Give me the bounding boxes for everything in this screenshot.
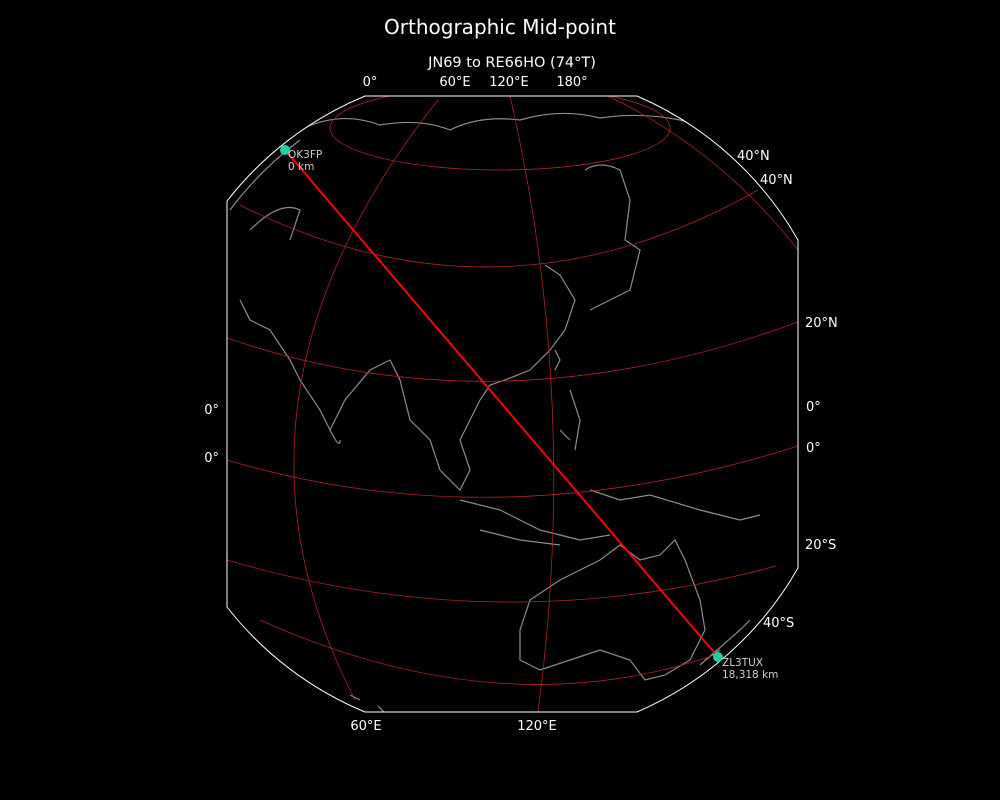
tick-label-right: 20°N bbox=[805, 316, 838, 331]
graticule bbox=[227, 96, 798, 712]
tick-label-left: 0° bbox=[204, 403, 219, 418]
tick-label-right: 40°N bbox=[760, 173, 793, 188]
globe bbox=[227, 96, 798, 712]
map-title: Orthographic Mid-point bbox=[384, 15, 616, 39]
tick-label-top: 60°E bbox=[439, 75, 470, 90]
tick-label-bottom: 120°E bbox=[517, 719, 557, 734]
station-marker[interactable] bbox=[280, 145, 290, 155]
station-distance: 0 km bbox=[288, 161, 314, 173]
great-circle-path bbox=[284, 149, 719, 658]
tick-label-bottom: 60°E bbox=[350, 719, 381, 734]
tick-label-right: 40°N bbox=[737, 149, 770, 164]
station-distance: 18,318 km bbox=[722, 669, 778, 681]
tick-label-right: 0° bbox=[806, 400, 821, 415]
station-end[interactable]: ZL3TUX 18,318 km bbox=[713, 652, 778, 681]
station-call: ZL3TUX bbox=[722, 657, 763, 669]
coastlines bbox=[229, 112, 761, 712]
tick-label-top: 180° bbox=[556, 75, 587, 90]
tick-label-right: 0° bbox=[806, 441, 821, 456]
map-subtitle: JN69 to RE66HO (74°T) bbox=[427, 55, 596, 71]
station-marker[interactable] bbox=[713, 652, 723, 662]
station-call: OK3FP bbox=[288, 149, 322, 161]
globe-boundary bbox=[226, 95, 799, 713]
tick-label-top: 0° bbox=[363, 75, 378, 90]
tick-label-top: 120°E bbox=[489, 75, 529, 90]
tick-label-right: 20°S bbox=[805, 538, 836, 553]
tick-labels: 0° 60°E 120°E 180° 40°N 40°N 20°N 0° 0° … bbox=[204, 75, 838, 734]
tick-label-left: 0° bbox=[204, 451, 219, 466]
tick-label-right: 40°S bbox=[763, 616, 794, 631]
station-start[interactable]: OK3FP 0 km bbox=[280, 145, 322, 173]
